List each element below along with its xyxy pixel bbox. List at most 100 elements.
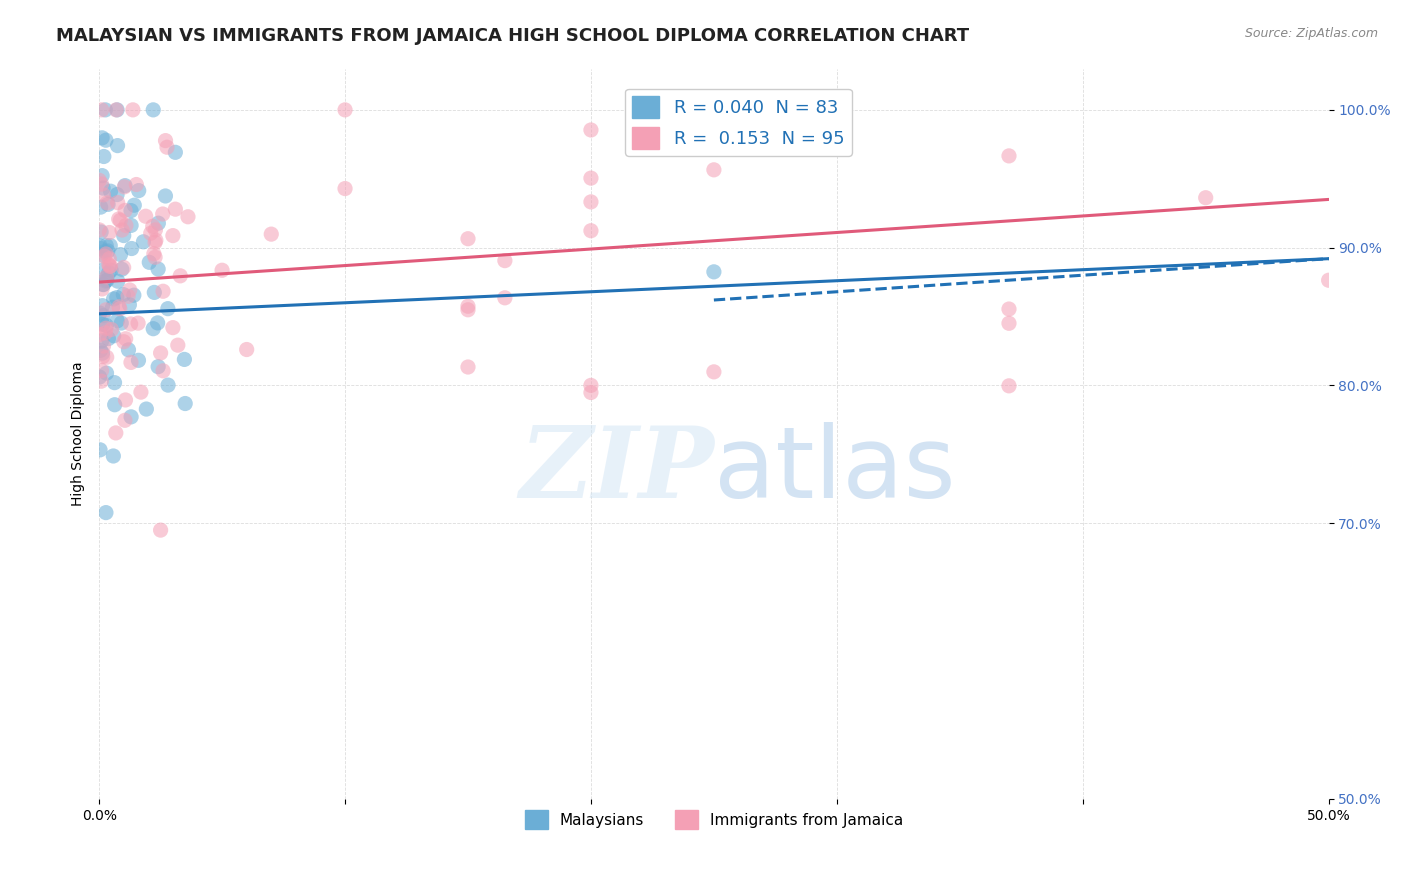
Immigrants from Jamaica bbox=[457, 232, 479, 246]
Malaysians bbox=[90, 200, 112, 214]
Immigrants from Jamaica bbox=[579, 378, 602, 392]
Immigrants from Jamaica bbox=[457, 302, 479, 317]
Immigrants from Jamaica bbox=[114, 203, 136, 218]
Malaysians bbox=[90, 334, 112, 348]
Malaysians bbox=[128, 184, 150, 198]
Malaysians bbox=[173, 352, 195, 367]
Malaysians bbox=[120, 203, 142, 218]
Malaysians bbox=[103, 449, 125, 463]
Immigrants from Jamaica bbox=[90, 177, 112, 191]
Immigrants from Jamaica bbox=[93, 187, 115, 202]
Immigrants from Jamaica bbox=[100, 322, 122, 336]
Immigrants from Jamaica bbox=[998, 379, 1021, 393]
Immigrants from Jamaica bbox=[111, 223, 134, 237]
Malaysians bbox=[105, 103, 128, 117]
Immigrants from Jamaica bbox=[117, 289, 139, 303]
Text: Source: ZipAtlas.com: Source: ZipAtlas.com bbox=[1244, 27, 1378, 40]
Malaysians bbox=[89, 241, 111, 255]
Malaysians bbox=[127, 353, 149, 368]
Malaysians bbox=[98, 238, 121, 252]
Immigrants from Jamaica bbox=[155, 134, 177, 148]
Immigrants from Jamaica bbox=[998, 301, 1021, 316]
Immigrants from Jamaica bbox=[135, 209, 157, 223]
Malaysians bbox=[122, 288, 145, 302]
Malaysians bbox=[97, 266, 120, 280]
Immigrants from Jamaica bbox=[90, 103, 112, 117]
Malaysians bbox=[97, 244, 120, 258]
Malaysians bbox=[122, 198, 145, 212]
Text: atlas: atlas bbox=[714, 422, 956, 518]
Immigrants from Jamaica bbox=[108, 300, 131, 314]
Malaysians bbox=[104, 398, 127, 412]
Malaysians bbox=[120, 409, 142, 424]
Malaysians bbox=[96, 238, 118, 252]
Malaysians bbox=[90, 225, 112, 239]
Malaysians bbox=[97, 332, 120, 346]
Malaysians bbox=[91, 169, 114, 183]
Malaysians bbox=[110, 316, 132, 330]
Immigrants from Jamaica bbox=[127, 316, 149, 330]
Immigrants from Jamaica bbox=[93, 249, 115, 263]
Malaysians bbox=[156, 301, 179, 316]
Immigrants from Jamaica bbox=[107, 212, 129, 227]
Immigrants from Jamaica bbox=[118, 283, 141, 297]
Malaysians bbox=[93, 262, 115, 277]
Immigrants from Jamaica bbox=[112, 334, 135, 349]
Malaysians bbox=[96, 270, 118, 285]
Immigrants from Jamaica bbox=[494, 253, 516, 268]
Immigrants from Jamaica bbox=[115, 219, 138, 233]
Immigrants from Jamaica bbox=[260, 227, 283, 241]
Malaysians bbox=[142, 103, 165, 117]
Malaysians bbox=[100, 184, 122, 198]
Malaysians bbox=[94, 103, 117, 117]
Immigrants from Jamaica bbox=[579, 194, 602, 209]
Malaysians bbox=[703, 265, 725, 279]
Malaysians bbox=[96, 318, 118, 333]
Immigrants from Jamaica bbox=[152, 364, 174, 378]
Malaysians bbox=[89, 370, 111, 384]
Malaysians bbox=[155, 189, 177, 203]
Malaysians bbox=[93, 277, 115, 292]
Malaysians bbox=[100, 263, 122, 277]
Malaysians bbox=[91, 346, 114, 360]
Immigrants from Jamaica bbox=[89, 223, 111, 237]
Immigrants from Jamaica bbox=[145, 233, 167, 247]
Text: MALAYSIAN VS IMMIGRANTS FROM JAMAICA HIGH SCHOOL DIPLOMA CORRELATION CHART: MALAYSIAN VS IMMIGRANTS FROM JAMAICA HIG… bbox=[56, 27, 969, 45]
Immigrants from Jamaica bbox=[98, 226, 121, 240]
Malaysians bbox=[103, 328, 125, 343]
Immigrants from Jamaica bbox=[998, 316, 1021, 330]
Malaysians bbox=[165, 145, 187, 160]
Malaysians bbox=[105, 187, 128, 202]
Malaysians bbox=[107, 274, 129, 288]
Immigrants from Jamaica bbox=[120, 355, 142, 369]
Malaysians bbox=[89, 306, 111, 320]
Immigrants from Jamaica bbox=[145, 223, 167, 237]
Malaysians bbox=[174, 396, 197, 410]
Immigrants from Jamaica bbox=[114, 413, 136, 427]
Immigrants from Jamaica bbox=[100, 259, 122, 273]
Malaysians bbox=[103, 292, 125, 306]
Immigrants from Jamaica bbox=[457, 299, 479, 313]
Immigrants from Jamaica bbox=[104, 425, 127, 440]
Malaysians bbox=[105, 291, 128, 305]
Immigrants from Jamaica bbox=[703, 365, 725, 379]
Immigrants from Jamaica bbox=[112, 179, 135, 194]
Immigrants from Jamaica bbox=[579, 123, 602, 137]
Immigrants from Jamaica bbox=[149, 346, 172, 360]
Malaysians bbox=[117, 343, 139, 357]
Malaysians bbox=[91, 181, 114, 195]
Immigrants from Jamaica bbox=[112, 260, 135, 275]
Immigrants from Jamaica bbox=[98, 252, 121, 266]
Immigrants from Jamaica bbox=[120, 317, 142, 331]
Immigrants from Jamaica bbox=[1317, 273, 1340, 287]
Malaysians bbox=[135, 402, 157, 417]
Immigrants from Jamaica bbox=[494, 291, 516, 305]
Immigrants from Jamaica bbox=[129, 385, 152, 400]
Malaysians bbox=[101, 301, 124, 315]
Malaysians bbox=[112, 287, 135, 301]
Malaysians bbox=[103, 376, 125, 390]
Malaysians bbox=[138, 255, 160, 269]
Malaysians bbox=[148, 216, 170, 230]
Malaysians bbox=[118, 298, 141, 312]
Immigrants from Jamaica bbox=[93, 339, 115, 353]
